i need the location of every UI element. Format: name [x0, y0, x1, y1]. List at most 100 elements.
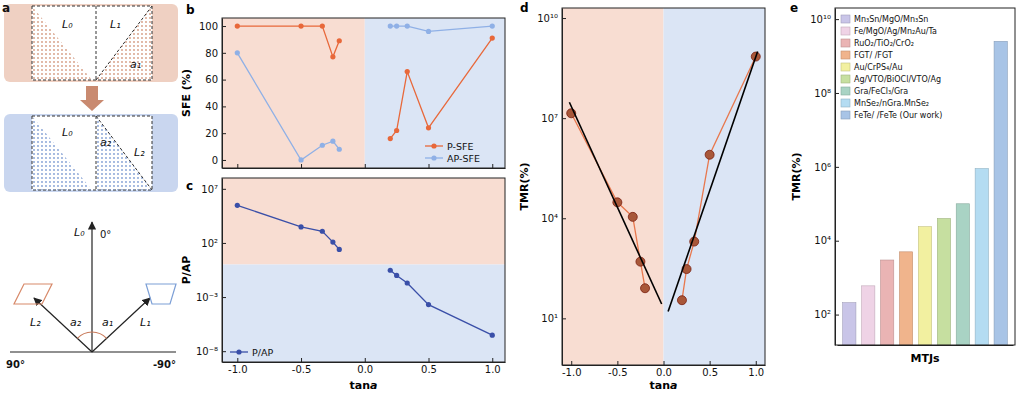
- plot-area: [235, 203, 495, 338]
- tick-mark: [222, 297, 226, 298]
- plot-area: [843, 41, 1008, 345]
- marker: [405, 23, 410, 28]
- panel: -1.0-0.50.00.51.010¹10⁴10⁷10¹⁰tanaTMR(%)…: [518, 1, 766, 392]
- bar: [975, 169, 988, 345]
- marker: [641, 284, 650, 293]
- legend-label: Fe/MgO/Ag/Mn₂Au/Ta: [854, 27, 937, 36]
- tick-mark: [492, 164, 493, 168]
- y-axis: 10⁷10²10⁻³10⁻⁸: [196, 179, 226, 363]
- tick-label: 10⁸: [814, 88, 831, 99]
- y-axis-title: TMR(%): [518, 163, 531, 211]
- legend-swatch: [841, 87, 850, 95]
- diagram: aL₀L₁a₁L₀a₂L₂L₀0°90°-90°a₂a₁L₂L₁: [2, 1, 178, 370]
- figure: aL₀L₁a₁L₀a₂L₂L₀0°90°-90°a₂a₁L₂L₁02040608…: [0, 0, 1020, 393]
- tick-label: 10⁷: [541, 113, 558, 124]
- diagonal: [96, 116, 152, 190]
- tick: 60: [205, 74, 226, 85]
- tick: -1.0: [228, 358, 248, 375]
- hatch: [32, 6, 92, 80]
- y-axis-title: P/AP: [180, 256, 193, 285]
- tick: -0.5: [608, 361, 628, 378]
- marker: [320, 143, 325, 148]
- tick: [301, 164, 302, 168]
- tick-mark: [237, 358, 238, 362]
- tick-label: -0.5: [608, 367, 628, 378]
- tick-label: 0.0: [656, 367, 672, 378]
- tick-mark: [710, 361, 711, 365]
- tick-mark: [222, 26, 226, 27]
- legend: P-SFEAP-SFE: [425, 141, 480, 164]
- marker: [337, 38, 342, 43]
- marker: [337, 147, 342, 152]
- series-line: [237, 26, 492, 139]
- tick-label: 0: [212, 155, 218, 166]
- label: L₁: [110, 18, 121, 31]
- tick: 10¹⁰: [810, 14, 839, 25]
- tick-mark: [835, 19, 839, 20]
- tick-label: 1.0: [748, 367, 764, 378]
- marker: [235, 50, 240, 55]
- marker: [426, 125, 431, 130]
- tick: 10²: [201, 238, 226, 249]
- bar: [918, 227, 931, 345]
- tick-mark: [617, 361, 618, 365]
- tick: 10⁷: [541, 113, 566, 124]
- legend-marker: [431, 155, 436, 160]
- axis-line: [223, 362, 506, 363]
- tick-label: 10⁴: [541, 213, 558, 224]
- tick: 10²: [814, 309, 839, 320]
- tick: 0.5: [421, 358, 437, 375]
- panel: 10²10⁴10⁶10⁸10¹⁰MTJsTMR(%)eMn₃Sn/MgO/Mn₃…: [790, 1, 1015, 365]
- legend-swatch: [841, 39, 850, 47]
- tick-mark: [835, 315, 839, 316]
- tick: 1.0: [485, 358, 501, 375]
- tick-mark: [222, 160, 226, 161]
- tick: 10¹⁰: [537, 13, 566, 24]
- axis-line: [835, 9, 836, 346]
- tick-label: -1.0: [562, 367, 582, 378]
- tick-mark: [301, 358, 302, 362]
- axis-line: [223, 168, 506, 169]
- tick: 1.0: [748, 361, 764, 378]
- tick-label: 10⁴: [814, 235, 831, 246]
- tick-mark: [237, 164, 238, 168]
- marker: [426, 302, 431, 307]
- marker: [330, 54, 335, 59]
- legend-label: P-SFE: [447, 141, 473, 152]
- legend-label: AP-SFE: [447, 153, 480, 164]
- label: 0°: [100, 229, 111, 240]
- diagonal: [96, 6, 152, 80]
- tick-label: 10¹: [541, 313, 558, 324]
- tick-mark: [835, 241, 839, 242]
- tick: 20: [205, 128, 226, 139]
- tick: 80: [205, 48, 226, 59]
- tick-mark: [301, 164, 302, 168]
- x-axis: [223, 164, 506, 169]
- legend-label: P/AP: [252, 347, 273, 358]
- legend: P/AP: [230, 347, 273, 358]
- legend: Mn₃Sn/MgO/Mn₃SnFe/MgO/Ag/Mn₂Au/TaRuO₂/Ti…: [841, 15, 942, 120]
- marker: [320, 23, 325, 28]
- axis-line: [838, 345, 1014, 346]
- panel-label: b: [186, 3, 195, 17]
- tick: 10⁶: [814, 162, 839, 173]
- legend-label: FGT/ /FGT: [854, 51, 893, 60]
- tick-mark: [222, 133, 226, 134]
- tick-mark: [429, 164, 430, 168]
- tick-mark: [835, 167, 839, 168]
- label: a₁: [102, 316, 113, 329]
- axis-line: [222, 179, 223, 363]
- label: a₂: [70, 316, 82, 329]
- angle-arc: [77, 332, 106, 338]
- series-line: [569, 102, 661, 304]
- legend-swatch: [841, 63, 850, 71]
- label: a₁: [130, 58, 141, 71]
- tick-mark: [562, 18, 566, 19]
- marker: [320, 229, 325, 234]
- legend-swatch: [841, 51, 850, 59]
- tick: 10⁴: [814, 235, 839, 246]
- tick: 10¹: [541, 313, 566, 324]
- marker: [628, 212, 637, 221]
- x-axis-title: tana: [350, 379, 378, 392]
- axis-line: [562, 9, 563, 366]
